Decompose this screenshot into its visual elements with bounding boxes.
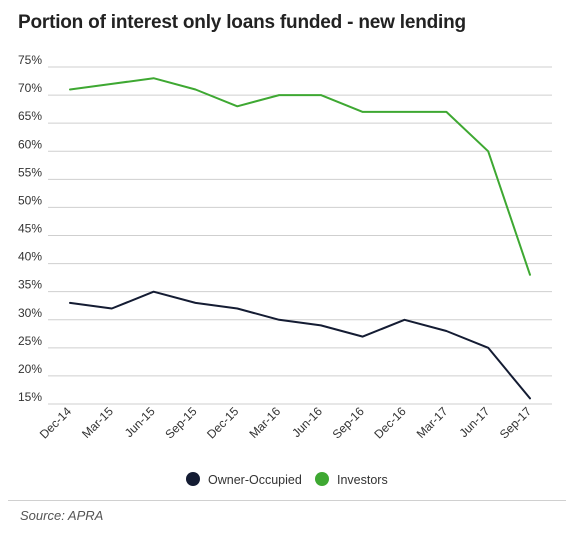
chart-source: Source: APRA [20,508,104,523]
data-point [277,317,282,322]
data-point [486,345,491,350]
y-tick-label: 60% [18,137,42,151]
data-point [402,317,407,322]
x-tick-label: Dec-15 [204,404,241,441]
y-tick-label: 40% [18,250,42,264]
series-line-owner-occupied [69,290,531,400]
x-tick-label: Sep-16 [330,404,367,441]
y-tick-label: 75% [18,53,42,67]
x-tick-label: Jun-17 [456,404,492,440]
chart-title: Portion of interest only loans funded - … [18,12,466,33]
x-tick-label: Mar-15 [79,404,116,441]
data-point [109,306,114,311]
data-point [68,87,73,92]
x-tick-label: Mar-17 [414,404,451,441]
y-tick-label: 35% [18,278,42,292]
y-tick-label: 50% [18,193,42,207]
x-tick-label: Mar-16 [246,404,283,441]
source-divider [8,500,566,501]
x-tick-label: Jun-15 [122,404,158,440]
x-tick-label: Jun-16 [289,404,325,440]
y-tick-label: 55% [18,165,42,179]
y-tick-label: 65% [18,109,42,123]
x-tick-label: Sep-17 [497,404,534,441]
y-tick-label: 20% [18,362,42,376]
data-point [318,93,323,98]
data-point [528,396,533,401]
data-point [360,334,365,339]
data-point [402,109,407,114]
y-tick-label: 30% [18,306,42,320]
data-point [528,272,533,277]
y-tick-label: 15% [18,390,42,404]
legend-swatch [186,472,200,486]
legend-label: Owner-Occupied [208,473,302,487]
legend-swatch [315,472,329,486]
y-tick-label: 70% [18,81,42,95]
series-line-investors [69,77,531,276]
data-point [360,109,365,114]
data-point [444,109,449,114]
data-point [318,323,323,328]
data-point [277,93,282,98]
data-point [193,300,198,305]
y-tick-label: 25% [18,334,42,348]
data-point [68,300,73,305]
legend-label: Investors [337,473,388,487]
data-point [193,87,198,92]
x-tick-label: Dec-14 [37,404,74,441]
data-point [444,328,449,333]
data-point [486,149,491,154]
data-point [109,81,114,86]
data-point [235,104,240,109]
data-point [151,289,156,294]
chart-plot: 75%70%65%60%55%50%45%40%35%30%25%20%15%D… [18,53,552,487]
data-point [235,306,240,311]
x-tick-label: Sep-15 [162,404,199,441]
data-point [151,76,156,81]
x-tick-label: Dec-16 [371,404,408,441]
y-tick-label: 45% [18,222,42,236]
